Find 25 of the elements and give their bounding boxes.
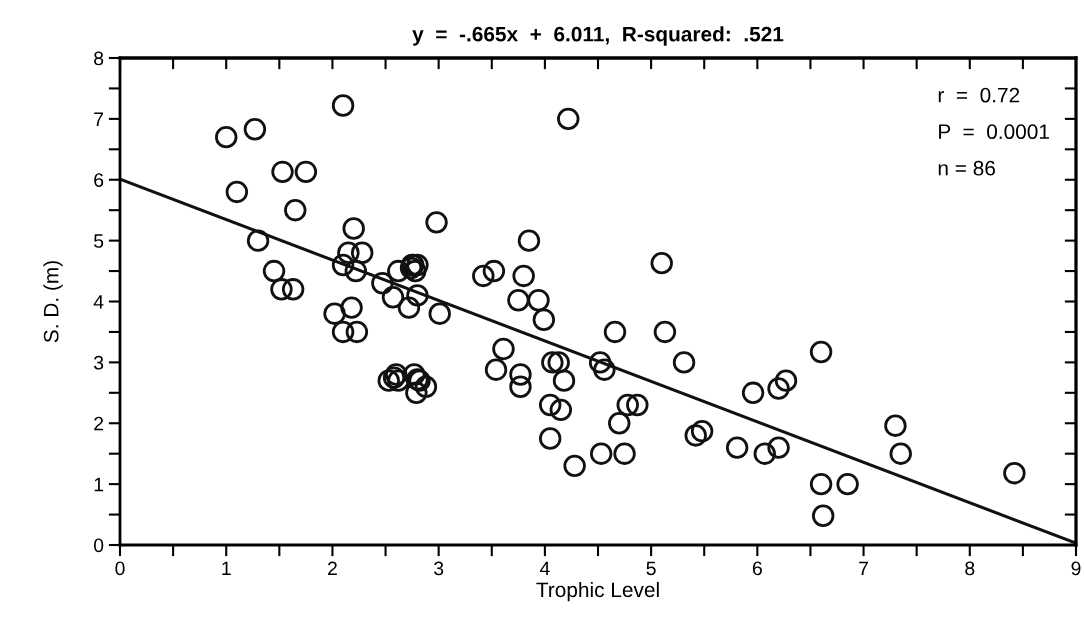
x-tick-label: 3 — [434, 561, 444, 576]
x-tick-label: 6 — [752, 561, 762, 576]
y-tick-label: 0 — [93, 538, 104, 553]
x-tick-label: 4 — [539, 561, 550, 576]
annotation: P = 0.0001 — [939, 124, 1049, 140]
x-axis-title: Trophic Level — [536, 581, 659, 602]
y-tick-label: 6 — [94, 173, 104, 187]
x-tick-label: 0 — [115, 561, 125, 576]
y-tick-label: 8 — [94, 51, 104, 66]
x-tick-label: 9 — [1071, 561, 1081, 576]
x-tick-label: 8 — [965, 561, 975, 576]
x-tick-label: 1 — [222, 561, 231, 576]
annotation: r = 0.72 — [938, 87, 1020, 103]
x-tick-label: 7 — [859, 561, 868, 576]
y-tick-label: 4 — [93, 295, 104, 309]
annotation: n = 86 — [938, 160, 995, 176]
y-tick-label: 7 — [94, 112, 104, 126]
x-tick-label: 2 — [328, 561, 337, 576]
y-tick-label: 2 — [94, 416, 104, 431]
y-tick-label: 1 — [94, 477, 104, 492]
y-tick-label: 5 — [93, 234, 104, 248]
x-tick-label: 5 — [646, 561, 656, 576]
y-tick-label: 3 — [93, 355, 104, 370]
chart-title: y = -.665x + 6.011, R-squared: .521 — [412, 26, 784, 46]
y-axis-title: S. D. (m) — [43, 261, 63, 343]
